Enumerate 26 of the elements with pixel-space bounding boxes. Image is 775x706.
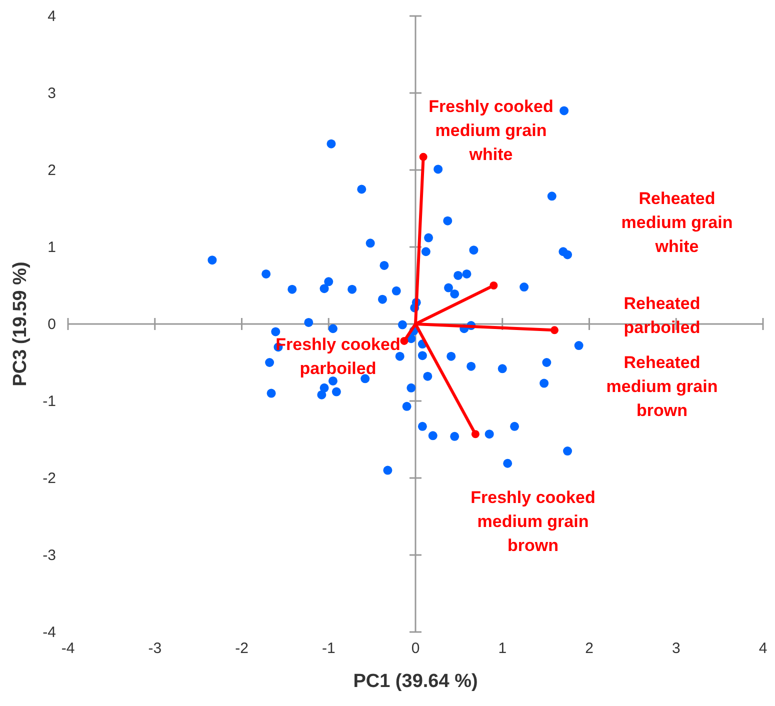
x-tick-label: -3 [148, 640, 162, 657]
x-tick-label: 0 [411, 640, 420, 657]
y-tick-label: -2 [42, 470, 56, 487]
annotation: Freshly cooked medium grain brown [470, 488, 596, 555]
y-tick-label: -1 [42, 393, 56, 410]
annotation: Reheated medium grain white [621, 189, 733, 256]
y-tick-label: 1 [48, 239, 56, 256]
annotation: Reheated parboiled [624, 294, 700, 337]
y-tick-label: -4 [42, 624, 56, 641]
x-tick-label: -1 [322, 640, 336, 657]
y-tick-label: 3 [48, 85, 56, 102]
x-tick-label: -2 [235, 640, 248, 657]
x-tick-label: 4 [758, 640, 768, 657]
y-tick-label: -3 [42, 547, 56, 564]
x-tick-label: 1 [498, 640, 507, 657]
x-tick-label: -4 [61, 640, 75, 657]
y-tick-label: 2 [48, 162, 56, 179]
y-tick-label: 4 [48, 8, 56, 25]
y-axis-title: PC3 (19.59 %) [10, 262, 31, 386]
annotation: Freshly cooked parboiled [276, 335, 400, 378]
annotation: Freshly cooked medium grain white [428, 97, 554, 164]
x-tick-label: 3 [672, 640, 680, 657]
annotation: Reheated medium grain brown [606, 353, 718, 420]
y-tick-label: 0 [48, 316, 56, 333]
x-axis-title: PC1 (39.64 %) [353, 671, 478, 692]
x-tick-label: 2 [585, 640, 594, 657]
